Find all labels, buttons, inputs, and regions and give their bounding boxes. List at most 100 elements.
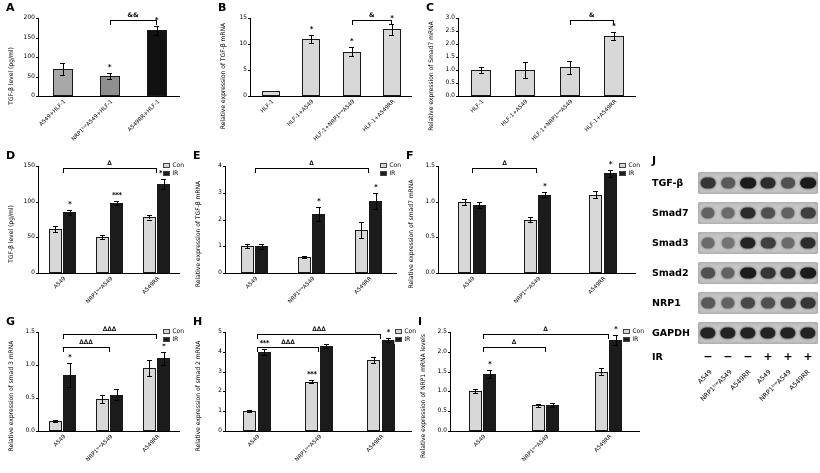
significance-bracket-label: ∆∆∆ bbox=[312, 325, 326, 333]
legend-label: IR bbox=[632, 336, 639, 343]
y-tick-label: 100 bbox=[23, 53, 35, 60]
y-tick bbox=[36, 273, 39, 274]
blot-band bbox=[760, 177, 776, 189]
sig-label: * bbox=[350, 37, 354, 46]
blot-band bbox=[780, 297, 796, 309]
y-tick-label: 0 bbox=[218, 269, 222, 276]
sig-label: *** bbox=[112, 190, 122, 199]
significance-bracket-label: ∆∆∆ bbox=[79, 338, 93, 346]
sig-label: * bbox=[162, 341, 166, 350]
bar bbox=[142, 368, 156, 431]
legend: Con IR bbox=[162, 161, 185, 178]
bar bbox=[367, 359, 381, 431]
sig-label: * bbox=[390, 13, 394, 22]
blot-band bbox=[740, 177, 756, 189]
bar bbox=[515, 70, 536, 96]
error-bar bbox=[163, 178, 165, 189]
legend-item: IR bbox=[163, 170, 184, 177]
legend-item: IR bbox=[619, 170, 640, 177]
blot-band bbox=[740, 237, 756, 249]
significance-bracket-label: ∆ bbox=[511, 338, 517, 346]
blot-band bbox=[800, 207, 816, 219]
y-tick-label: 0.5 bbox=[445, 79, 455, 86]
blot-band bbox=[780, 267, 796, 279]
bar bbox=[609, 339, 623, 431]
y-tick bbox=[223, 411, 226, 413]
error-bar-cap bbox=[99, 235, 105, 237]
error-bar bbox=[610, 169, 612, 177]
y-tick bbox=[36, 237, 39, 239]
error-bar-cap bbox=[487, 377, 493, 379]
blot-row: Smad7 bbox=[652, 198, 818, 228]
y-tick-label: 0.5 bbox=[437, 407, 447, 415]
panel-letter: G bbox=[6, 315, 16, 328]
error-bar-cap bbox=[67, 215, 73, 217]
error-bar bbox=[595, 190, 597, 199]
y-tick-label: 200 bbox=[23, 14, 35, 21]
panel-letter: A bbox=[6, 1, 15, 14]
blot-strip bbox=[698, 202, 818, 224]
error-bar-cap bbox=[522, 62, 528, 64]
error-bar-cap bbox=[462, 204, 468, 206]
legend-label: Con bbox=[172, 328, 184, 335]
ir-sign: − bbox=[703, 350, 713, 363]
sig-label: * bbox=[374, 182, 378, 191]
error-bar bbox=[311, 379, 313, 384]
blot-band bbox=[760, 267, 776, 279]
bar bbox=[342, 51, 361, 96]
bar bbox=[302, 38, 321, 96]
blot-band bbox=[701, 267, 715, 279]
y-tick bbox=[448, 371, 451, 373]
legend-swatch bbox=[163, 163, 171, 168]
y-tick-label: 1.0 bbox=[425, 197, 435, 205]
error-bar-cap bbox=[107, 72, 112, 74]
legend-swatch bbox=[163, 171, 171, 176]
legend-item: IR bbox=[163, 336, 184, 343]
legend-swatch bbox=[163, 329, 171, 334]
x-tick-label: NRP1ˡᵒʷA549 bbox=[520, 434, 550, 464]
panel-letter: I bbox=[418, 315, 423, 328]
bar bbox=[240, 246, 254, 273]
y-tick-label: 3.0 bbox=[445, 14, 455, 21]
error-bar bbox=[264, 348, 266, 355]
bar bbox=[95, 237, 109, 273]
bar bbox=[603, 173, 617, 273]
error-bar-cap bbox=[611, 32, 617, 34]
error-bar-cap bbox=[301, 258, 307, 260]
error-bar bbox=[569, 60, 571, 74]
significance-bracket-label: ∆ bbox=[543, 325, 548, 333]
x-tick-label: A549RR bbox=[365, 434, 386, 454]
panel-letter: H bbox=[193, 315, 203, 328]
blot-band bbox=[760, 237, 776, 249]
y-tick bbox=[223, 246, 226, 248]
sig-label: * bbox=[107, 62, 112, 71]
y-tick bbox=[223, 351, 226, 353]
y-tick-label: 2.0 bbox=[437, 347, 447, 355]
x-tick-label: NRP1ˡᵒʷA549+HLF-1 bbox=[70, 99, 114, 143]
legend-swatch bbox=[623, 329, 631, 334]
legend-label: IR bbox=[628, 170, 635, 177]
x-tick-label: A549RR bbox=[593, 434, 613, 454]
significance-bracket-label: & bbox=[368, 11, 375, 19]
y-tick bbox=[223, 391, 226, 393]
blot-band bbox=[800, 177, 816, 189]
significance-bracket-label: & bbox=[588, 11, 595, 19]
legend: Con IR bbox=[618, 161, 641, 178]
blot-band bbox=[701, 207, 715, 219]
legend-item: Con bbox=[395, 328, 416, 335]
error-bar bbox=[318, 207, 320, 221]
blot-band bbox=[781, 237, 795, 249]
y-tick-label: 5 bbox=[218, 328, 222, 335]
blot-row-label: GAPDH bbox=[652, 327, 690, 339]
ir-sign: + bbox=[763, 350, 773, 363]
y-tick-label: 2.0 bbox=[445, 40, 455, 47]
plot-area: 0.0 0.5 1.0 1.5 * * A549 NRP1ˡᵒʷA549 A549RR ∆∆∆ ∆∆… bbox=[25, 325, 180, 463]
error-bar-cap bbox=[542, 191, 548, 193]
y-tick-label: 50 bbox=[27, 72, 35, 80]
error-bar-cap bbox=[244, 244, 250, 246]
bar bbox=[468, 391, 482, 431]
error-bar-cap bbox=[154, 25, 159, 27]
error-bar-cap bbox=[244, 248, 250, 250]
significance-bracket bbox=[257, 334, 381, 339]
error-bar-cap bbox=[371, 362, 377, 364]
